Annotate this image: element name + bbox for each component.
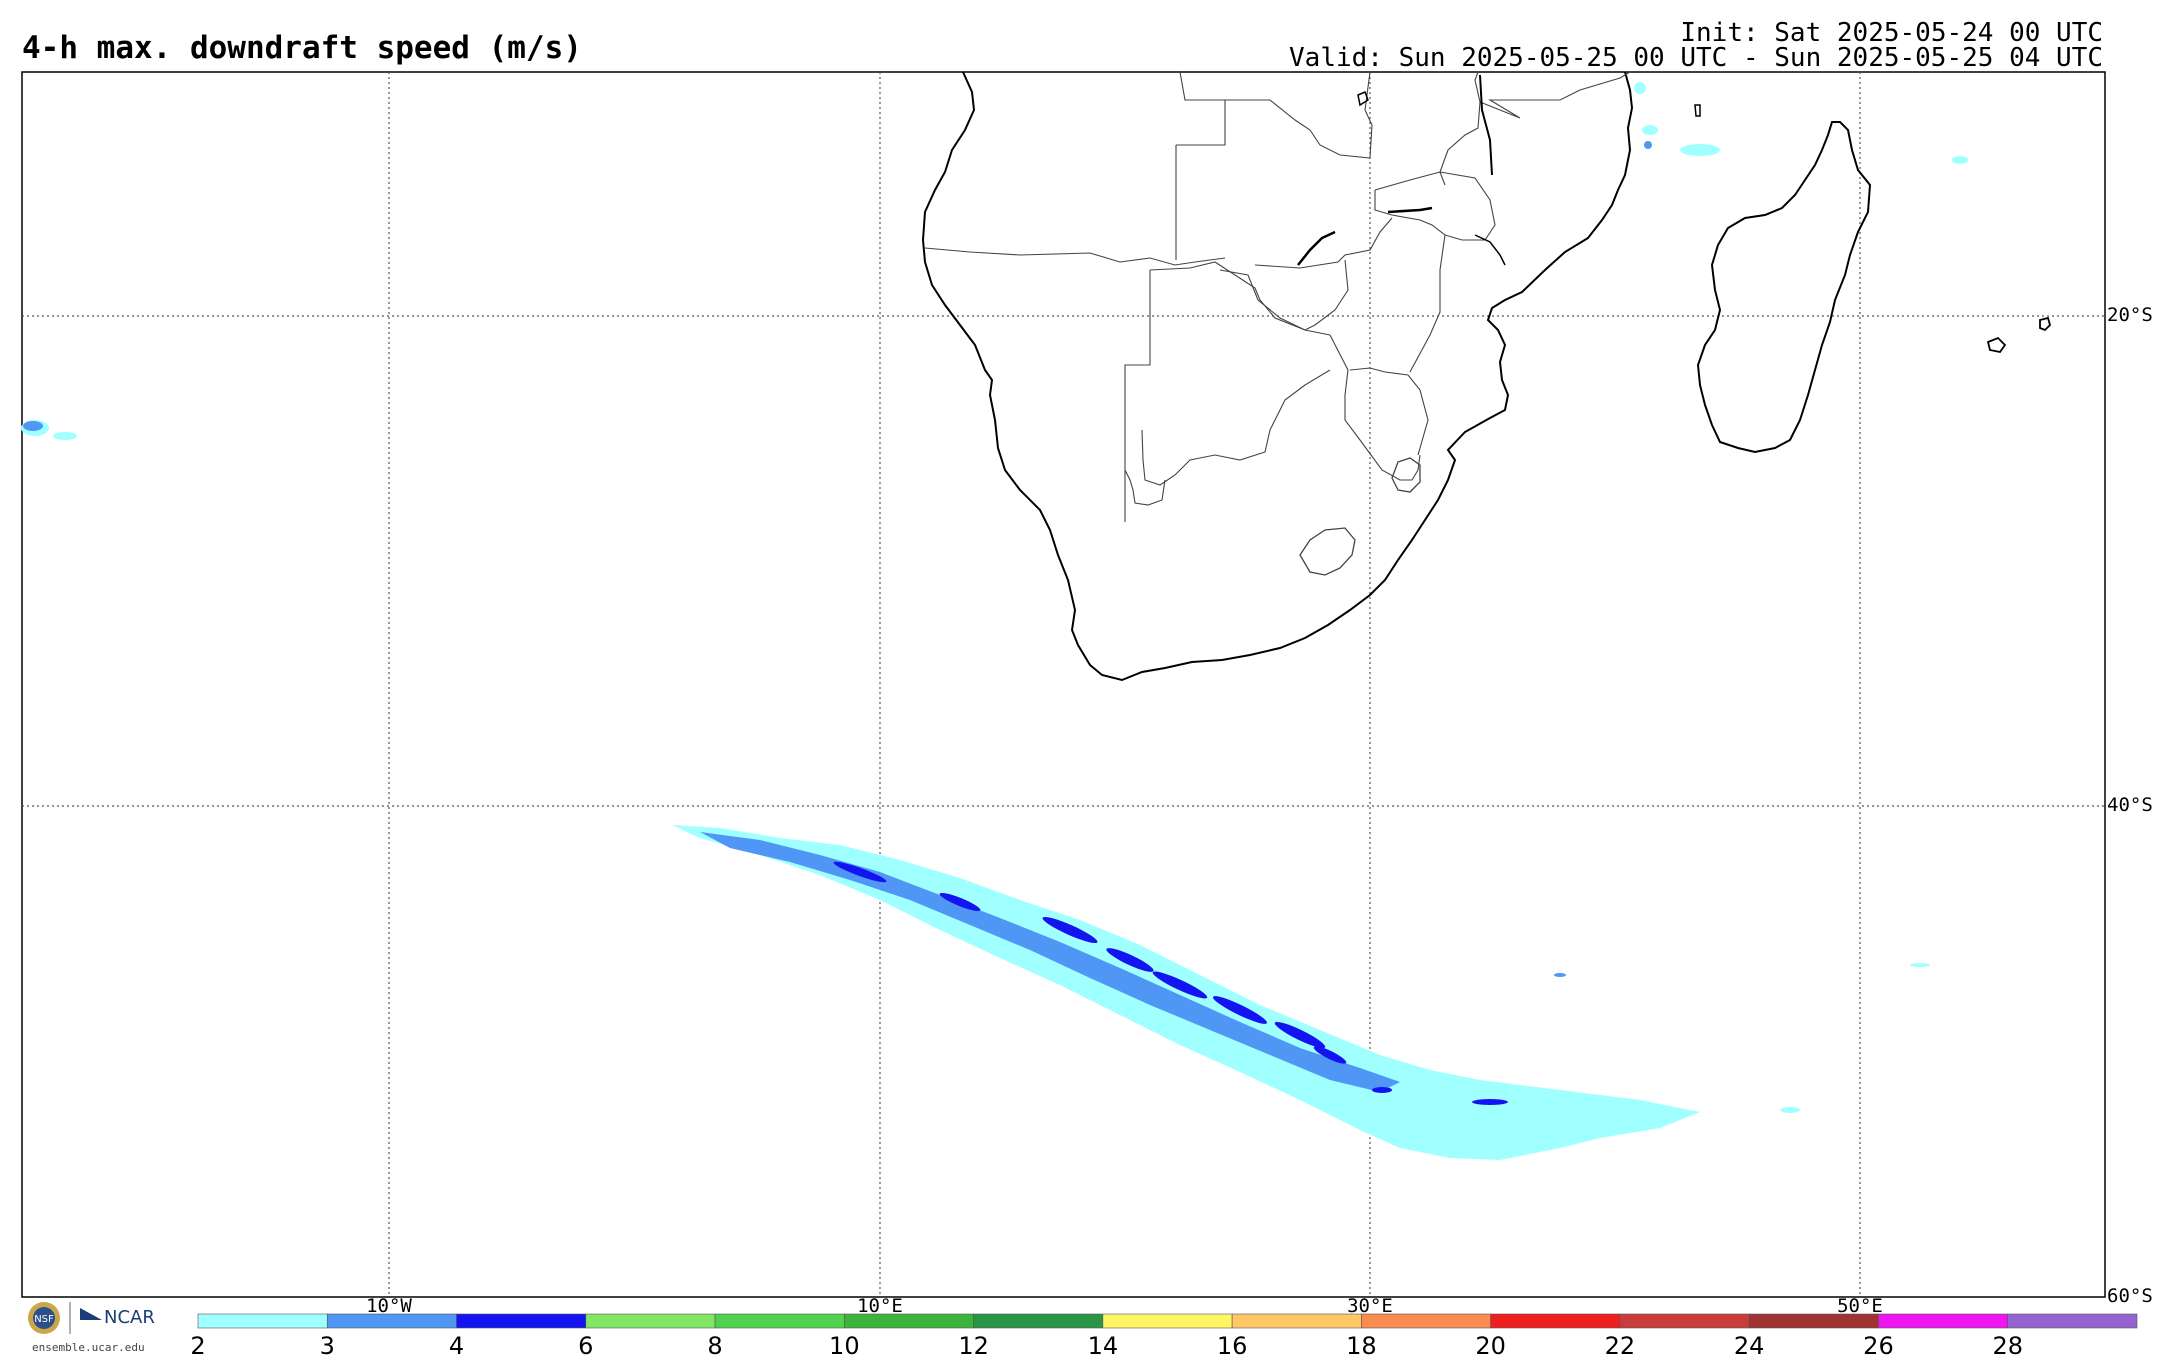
lesotho-outline — [1299, 527, 1356, 576]
svg-text:NSF: NSF — [34, 1314, 54, 1325]
colorbar-swatch — [585, 1313, 716, 1329]
ncar-text: NCAR — [104, 1307, 155, 1328]
lake-malawi — [1479, 74, 1493, 176]
lon-label-30e: 30°E — [1347, 1295, 1393, 1317]
colorbar-swatch — [1490, 1313, 1621, 1329]
colorbar-tick-label: 6 — [578, 1332, 594, 1360]
logo-area: NSF — [24, 1298, 164, 1352]
map-title: 4-h max. downdraft speed (m/s) — [22, 30, 582, 66]
country-borders — [924, 71, 1631, 522]
colorbar-tick-label: 20 — [1475, 1332, 1506, 1360]
comoros-island — [1694, 104, 1701, 117]
lat-label-60s: 60°S — [2107, 1285, 2153, 1307]
madagascar-coastline — [1696, 121, 1872, 454]
init-time: Init: Sat 2025-05-24 00 UTC — [1680, 18, 2103, 48]
lon-label-10e: 10°E — [857, 1295, 903, 1317]
colorbar-tick-label: 18 — [1346, 1332, 1377, 1360]
africa-coastline — [921, 71, 1634, 682]
colorbar-tick-label: 12 — [958, 1332, 989, 1360]
colorbar-tick-label: 3 — [319, 1332, 335, 1360]
lake-small — [1357, 91, 1369, 107]
valid-time: Valid: Sun 2025-05-25 00 UTC - Sun 2025-… — [1289, 43, 2103, 73]
downdraft-scattered-mid — [23, 141, 1652, 977]
colorbar-tick-label: 4 — [448, 1332, 465, 1360]
logo-url-text: ensemble.ucar.edu — [32, 1341, 145, 1354]
lake-kariba — [1297, 230, 1336, 266]
downdraft-4-6 — [833, 861, 1508, 1105]
colorbar — [197, 1313, 2138, 1329]
colorbar-swatch — [1619, 1313, 1750, 1329]
colorbar-swatch — [197, 1313, 328, 1329]
map-frame — [21, 71, 2106, 1298]
lake-cahora-bassa — [1387, 206, 1433, 214]
colorbar-swatch — [2007, 1313, 2138, 1329]
river-shire — [1474, 234, 1506, 266]
colorbar-tick-label: 24 — [1733, 1332, 1765, 1360]
colorbar-tick-label: 28 — [1992, 1332, 2023, 1360]
mauritius-island — [2039, 316, 2052, 332]
colorbar-tick-label: 22 — [1604, 1332, 1636, 1360]
ncar-logo-icon — [80, 1308, 102, 1320]
downdraft-field — [21, 82, 1968, 1160]
colorbar-swatch — [714, 1313, 845, 1329]
lon-label-50e: 50°E — [1837, 1295, 1883, 1317]
colorbar-tick-label: 14 — [1087, 1332, 1119, 1360]
colorbar-swatch — [1231, 1313, 1362, 1329]
colorbar-tick-label: 8 — [707, 1332, 723, 1360]
colorbar-tick-label: 2 — [190, 1332, 206, 1360]
downdraft-3-4 — [700, 832, 1400, 1092]
eswatini-outline — [1391, 457, 1421, 493]
colorbar-swatch — [456, 1313, 587, 1329]
lon-label-10w: 10°W — [366, 1295, 412, 1317]
colorbar-tick-label: 26 — [1863, 1332, 1894, 1360]
reunion-island — [1986, 336, 2007, 353]
lat-label-20s: 20°S — [2107, 304, 2153, 326]
colorbar-swatch — [1878, 1313, 2009, 1329]
lat-label-40s: 40°S — [2107, 794, 2153, 816]
colorbar-tick-label: 10 — [829, 1332, 860, 1360]
nsf-ncar-logo: NSF — [28, 1302, 102, 1334]
colorbar-swatch — [1102, 1313, 1233, 1329]
colorbar-tick-label: 16 — [1216, 1332, 1248, 1360]
colorbar-swatch — [973, 1313, 1104, 1329]
